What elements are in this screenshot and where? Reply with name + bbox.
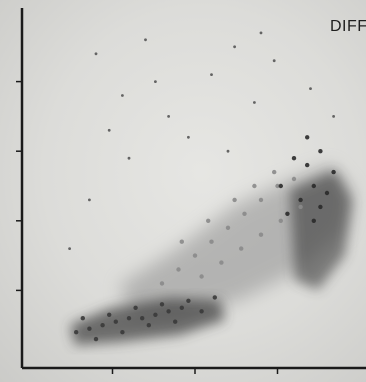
data-point [127,156,131,160]
data-point [179,239,184,244]
data-point [305,135,310,140]
data-point [107,312,112,317]
data-point [107,128,111,132]
data-point [298,204,303,210]
data-point [278,183,283,189]
data-point [159,302,165,307]
data-point [166,309,171,314]
data-point [232,197,237,203]
data-point [74,330,79,335]
data-point [318,204,323,210]
data-point [210,73,213,76]
data-point [259,31,263,35]
data-point [311,183,316,189]
data-point [179,305,184,310]
data-point [94,52,98,56]
data-point [285,211,290,216]
data-point [167,115,171,118]
data-point [173,319,178,324]
data-point [305,162,310,168]
data-point [324,190,330,196]
data-point [206,218,211,223]
series-dense-lower-band [74,295,217,342]
data-point [199,274,204,279]
data-point [233,45,237,49]
data-point [186,298,191,303]
data-point [153,312,158,317]
data-point [318,149,323,154]
chart-title: DIFF [330,18,366,35]
data-point [88,198,91,202]
data-point [176,267,181,272]
series-diagonal-gray-population [159,169,303,286]
data-point [133,305,138,310]
data-point [87,326,92,331]
data-point [258,232,264,237]
data-point [209,239,214,244]
series-dark-right-cluster [278,135,336,223]
data-points [68,31,336,342]
axis-ticks [16,80,279,374]
data-point [121,94,124,97]
data-point [113,319,119,324]
data-point [225,225,231,230]
data-point [253,101,256,104]
data-point [80,316,86,321]
data-point [291,156,297,161]
data-point [275,183,280,189]
data-point [219,260,224,265]
data-point [239,246,244,251]
data-point [120,330,125,335]
series-sparse-scatter [68,31,335,251]
data-point [311,218,316,223]
data-point [332,115,335,118]
data-point [242,211,247,216]
data-point [278,218,283,223]
data-point [192,253,198,258]
data-point [100,323,105,328]
data-point [144,38,147,42]
data-point [258,197,264,203]
data-point [199,309,204,314]
data-point [140,316,145,321]
data-point [154,80,157,83]
data-point [331,169,336,175]
data-point [212,295,217,300]
data-point [159,281,165,286]
data-point [272,59,276,63]
data-point [309,87,312,90]
data-point [298,197,303,203]
data-point [126,316,132,321]
data-point [291,176,297,182]
density-haze [70,165,352,345]
data-point [187,135,190,139]
data-point [68,247,71,251]
data-point [93,336,99,342]
data-point [252,183,257,189]
data-point [146,323,151,328]
data-point [272,169,277,175]
data-point [226,149,230,153]
